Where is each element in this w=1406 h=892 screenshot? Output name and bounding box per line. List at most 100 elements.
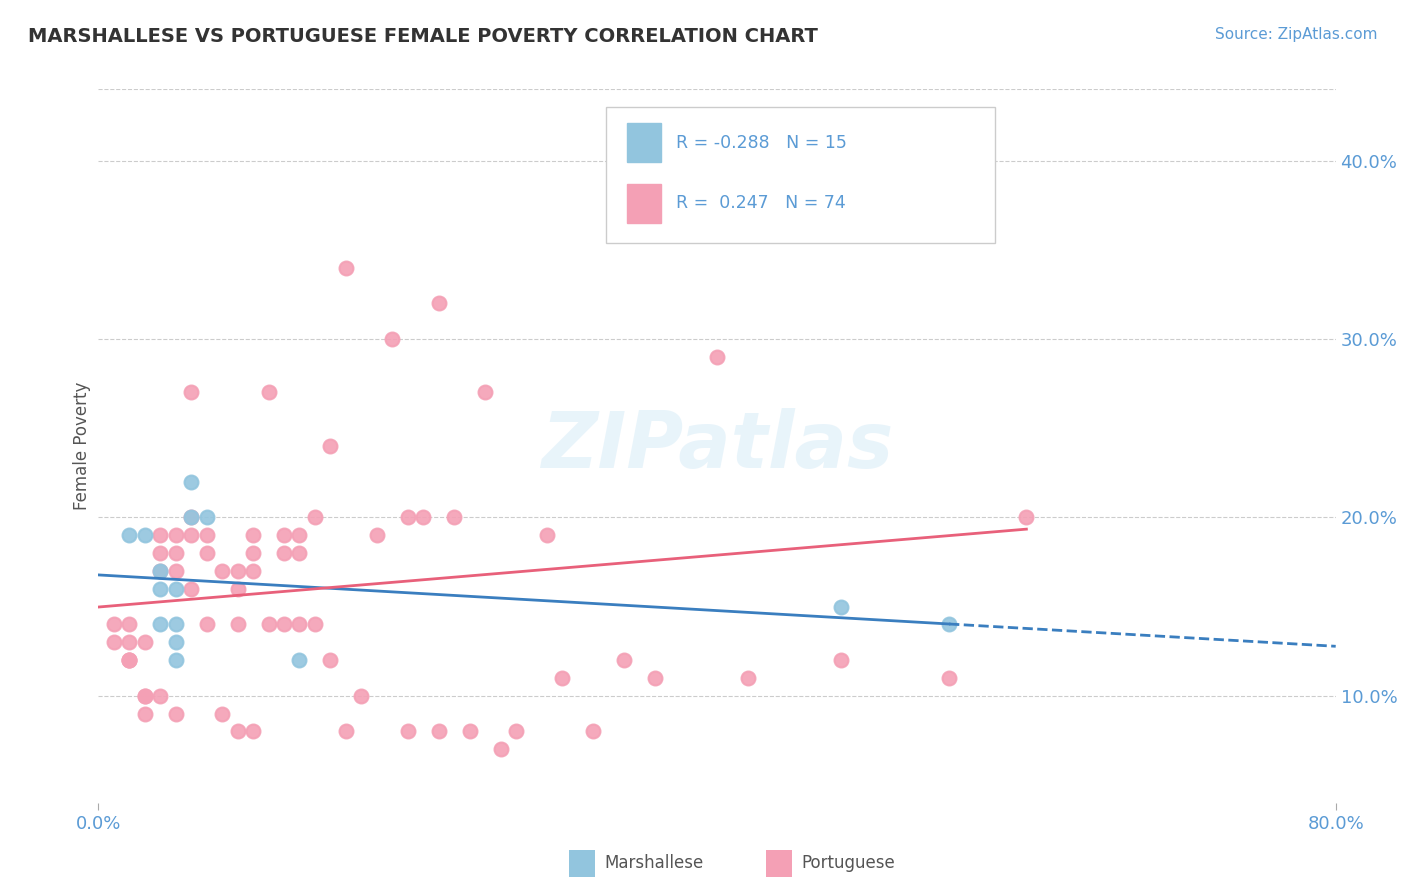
Point — [180, 510, 202, 524]
Point — [118, 635, 141, 649]
Point — [891, 171, 914, 186]
Point — [180, 582, 202, 596]
Point — [180, 510, 202, 524]
Text: Marshallese: Marshallese — [605, 855, 704, 872]
Point — [412, 510, 434, 524]
Point — [427, 724, 450, 739]
Point — [226, 724, 249, 739]
FancyBboxPatch shape — [627, 184, 661, 223]
Point — [149, 564, 172, 578]
Point — [257, 617, 280, 632]
Point — [536, 528, 558, 542]
Point — [335, 724, 357, 739]
Point — [226, 617, 249, 632]
Point — [180, 528, 202, 542]
Point — [396, 510, 419, 524]
Point — [644, 671, 666, 685]
Point — [288, 528, 311, 542]
Point — [304, 510, 326, 524]
Point — [613, 653, 636, 667]
Point — [242, 564, 264, 578]
Point — [134, 689, 156, 703]
Point — [319, 653, 342, 667]
Point — [118, 653, 141, 667]
Point — [149, 689, 172, 703]
Point — [737, 671, 759, 685]
Point — [134, 635, 156, 649]
Point — [551, 671, 574, 685]
Point — [134, 689, 156, 703]
Point — [458, 724, 481, 739]
Point — [118, 617, 141, 632]
Point — [195, 617, 218, 632]
Point — [288, 546, 311, 560]
Point — [304, 617, 326, 632]
Point — [226, 564, 249, 578]
Point — [830, 653, 852, 667]
Point — [103, 617, 125, 632]
Point — [149, 582, 172, 596]
Point — [165, 617, 187, 632]
Point — [1015, 510, 1038, 524]
Point — [257, 385, 280, 400]
Point — [103, 635, 125, 649]
FancyBboxPatch shape — [627, 123, 661, 162]
Point — [195, 510, 218, 524]
Text: R = -0.288   N = 15: R = -0.288 N = 15 — [676, 134, 846, 152]
Point — [938, 617, 960, 632]
Point — [242, 528, 264, 542]
Point — [211, 564, 233, 578]
Point — [118, 653, 141, 667]
Point — [242, 724, 264, 739]
Point — [149, 564, 172, 578]
Point — [134, 706, 156, 721]
Point — [396, 724, 419, 739]
Point — [335, 260, 357, 275]
Point — [165, 635, 187, 649]
Point — [165, 546, 187, 560]
Point — [211, 706, 233, 721]
Point — [165, 564, 187, 578]
Point — [165, 582, 187, 596]
Point — [273, 546, 295, 560]
Point — [474, 385, 496, 400]
Text: MARSHALLESE VS PORTUGUESE FEMALE POVERTY CORRELATION CHART: MARSHALLESE VS PORTUGUESE FEMALE POVERTY… — [28, 27, 818, 45]
Text: R =  0.247   N = 74: R = 0.247 N = 74 — [676, 194, 846, 212]
Point — [195, 546, 218, 560]
Text: ZIPatlas: ZIPatlas — [541, 408, 893, 484]
Point — [180, 475, 202, 489]
Point — [489, 742, 512, 756]
Point — [226, 582, 249, 596]
Point — [427, 296, 450, 310]
Text: Portuguese: Portuguese — [801, 855, 896, 872]
Point — [381, 332, 404, 346]
Point — [938, 671, 960, 685]
Point — [118, 528, 141, 542]
Point — [319, 439, 342, 453]
Point — [118, 653, 141, 667]
Point — [706, 350, 728, 364]
Point — [149, 617, 172, 632]
Point — [366, 528, 388, 542]
Point — [149, 546, 172, 560]
Point — [288, 653, 311, 667]
Point — [195, 528, 218, 542]
Point — [180, 385, 202, 400]
Point — [134, 528, 156, 542]
Point — [165, 706, 187, 721]
FancyBboxPatch shape — [606, 107, 995, 243]
Point — [165, 528, 187, 542]
Point — [165, 653, 187, 667]
Point — [242, 546, 264, 560]
Point — [350, 689, 373, 703]
Point — [582, 724, 605, 739]
Y-axis label: Female Poverty: Female Poverty — [73, 382, 91, 510]
Point — [443, 510, 465, 524]
Point — [505, 724, 527, 739]
Point — [149, 528, 172, 542]
Point — [830, 599, 852, 614]
Point — [273, 617, 295, 632]
Point — [288, 617, 311, 632]
Point — [273, 528, 295, 542]
Text: Source: ZipAtlas.com: Source: ZipAtlas.com — [1215, 27, 1378, 42]
